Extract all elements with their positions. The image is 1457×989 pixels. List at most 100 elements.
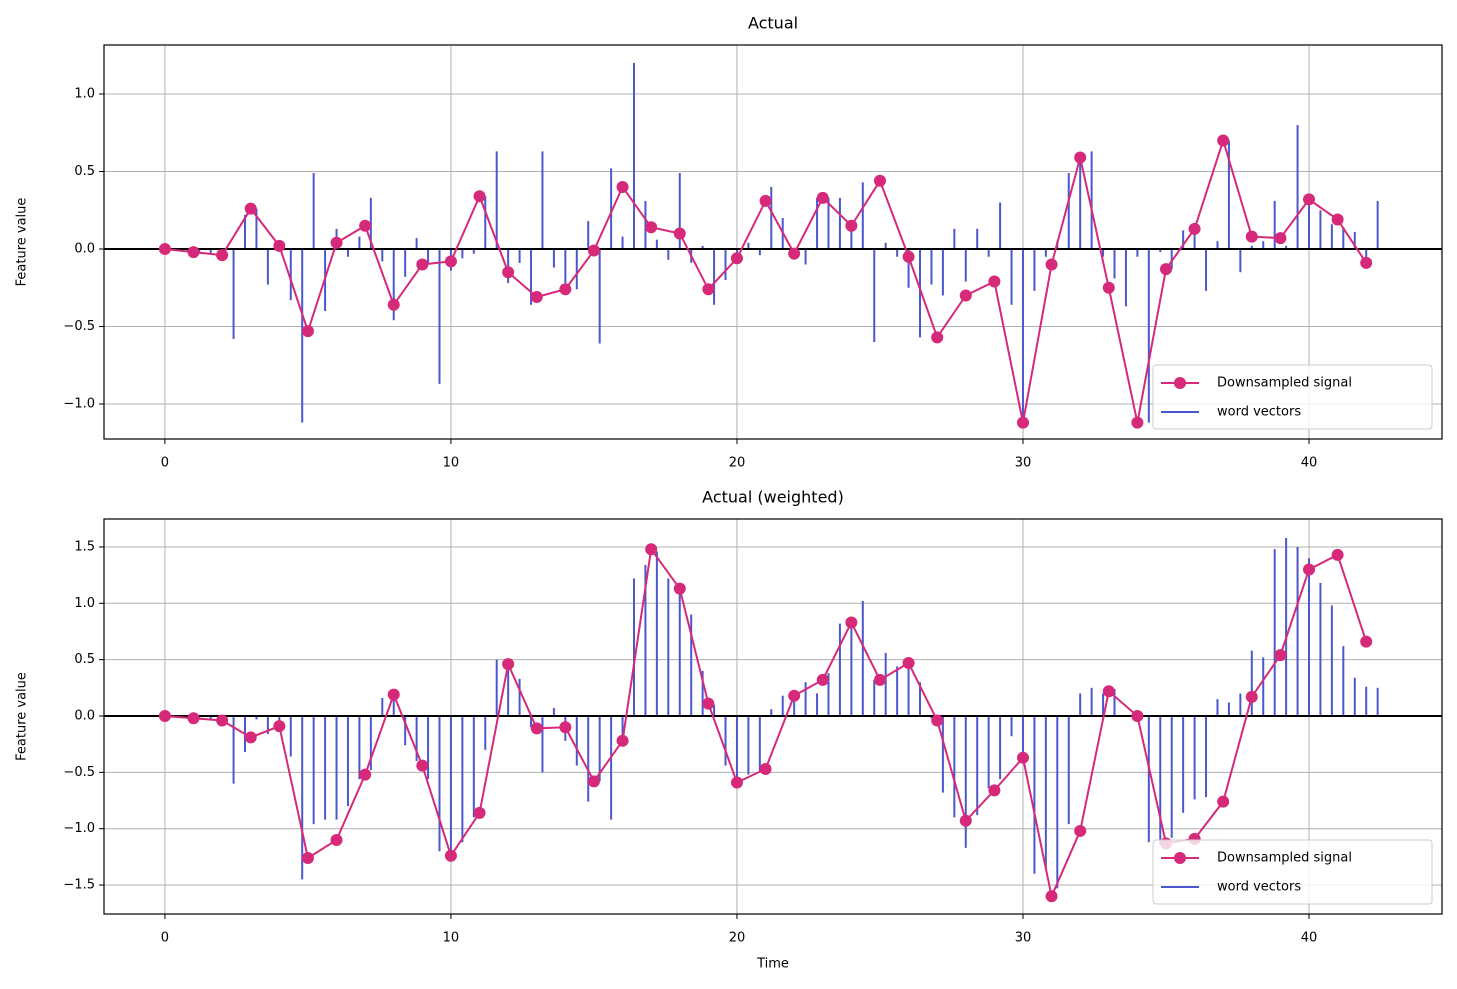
signal-marker	[1188, 222, 1201, 235]
signal-marker	[759, 194, 772, 207]
y-tick-label: 0.5	[74, 652, 95, 667]
x-tick-label: 20	[729, 931, 746, 946]
signal-marker	[359, 768, 372, 781]
signal-marker	[959, 289, 972, 302]
y-tick-label: −1.0	[63, 396, 95, 411]
signal-marker	[673, 227, 686, 240]
signal-marker	[416, 759, 429, 772]
signal-marker	[816, 191, 829, 204]
signal-marker	[1331, 548, 1344, 561]
y-tick-label: 1.0	[74, 86, 95, 101]
signal-marker	[1131, 709, 1144, 722]
signal-marker	[759, 762, 772, 775]
signal-marker	[1074, 151, 1087, 164]
signal-marker	[788, 247, 801, 260]
y-tick-label: −0.5	[63, 765, 95, 780]
y-tick-label: 0.0	[74, 241, 95, 256]
x-tick-label: 0	[161, 931, 169, 946]
y-axis-label: Feature value	[15, 198, 30, 287]
signal-marker	[730, 776, 743, 789]
signal-marker	[473, 806, 486, 819]
signal-marker	[244, 202, 257, 215]
axes: 0 10 20 30 40 −1.0 −0.5 0.0 0.5 1.0 Actual Feature …	[15, 14, 1443, 471]
signal-marker	[444, 255, 457, 268]
signal-marker	[273, 239, 286, 252]
signal-marker	[587, 244, 600, 257]
x-tick-label: 40	[1301, 456, 1318, 471]
signal-marker	[873, 174, 886, 187]
signal-marker	[387, 688, 400, 701]
legend-label: Downsampled signal	[1217, 376, 1352, 391]
signal-marker	[559, 283, 572, 296]
signal-marker	[873, 673, 886, 686]
signal-marker	[187, 712, 200, 725]
x-tick-label: 40	[1301, 931, 1318, 946]
y-tick-label: 1.5	[74, 539, 95, 554]
y-tick-label: 1.0	[74, 596, 95, 611]
signal-marker	[301, 851, 314, 864]
chart-title: Actual (weighted)	[702, 488, 844, 507]
signal-marker	[1159, 263, 1172, 276]
x-tick-label: 10	[443, 456, 460, 471]
signal-marker	[530, 291, 543, 304]
legend-marker	[1174, 852, 1186, 864]
signal-marker	[1274, 649, 1287, 662]
x-tick-label: 30	[1015, 456, 1032, 471]
signal-marker	[1045, 890, 1058, 903]
signal-marker	[1245, 230, 1258, 243]
x-tick-label: 10	[443, 931, 460, 946]
signal-marker	[902, 657, 915, 670]
signal-marker	[216, 249, 229, 262]
signal-marker	[1274, 232, 1287, 245]
signal-marker	[931, 714, 944, 727]
signal-marker	[845, 616, 858, 629]
signal-marker	[1217, 795, 1230, 808]
x-tick-label: 0	[161, 456, 169, 471]
signal-marker	[730, 252, 743, 265]
signal-marker	[616, 180, 629, 193]
x-tick-label: 20	[729, 456, 746, 471]
signal-marker	[1360, 256, 1373, 269]
signal-marker	[1102, 685, 1115, 698]
legend-frame	[1152, 364, 1433, 430]
legend-frame	[1152, 839, 1433, 905]
y-tick-label: 0.5	[74, 164, 95, 179]
signal-marker	[988, 784, 1001, 797]
axes-frame	[103, 518, 1443, 915]
legend: Downsampled signal word vectors	[1152, 839, 1433, 905]
signal-marker	[502, 266, 515, 279]
axes: 0 10 20 30 40 −1.5 −1.0 −0.5 0.0 0.5 1.0 1.5 Actual …	[15, 488, 1443, 972]
signal-marker	[587, 775, 600, 788]
x-tick-label: 30	[1015, 931, 1032, 946]
y-tick-label: −1.0	[63, 821, 95, 836]
signal-marker	[1331, 213, 1344, 226]
y-axis-label: Feature value	[15, 672, 30, 761]
signal-marker	[645, 221, 658, 234]
chart-title: Actual	[748, 14, 798, 33]
signal-marker	[988, 275, 1001, 288]
legend-marker	[1174, 377, 1186, 389]
signal-marker	[1217, 134, 1230, 147]
signal-marker	[788, 689, 801, 702]
legend-label: Downsampled signal	[1217, 851, 1352, 866]
signal-marker	[330, 236, 343, 249]
signal-marker	[1303, 563, 1316, 576]
signal-marker	[559, 721, 572, 734]
signal-marker	[702, 697, 715, 710]
signal-marker	[1131, 416, 1144, 429]
y-tick-label: −1.5	[63, 878, 95, 893]
signal-marker	[387, 298, 400, 311]
signal-marker	[216, 714, 229, 727]
signal-marker	[616, 734, 629, 747]
signal-marker	[530, 722, 543, 735]
signal-marker	[702, 283, 715, 296]
signal-marker	[473, 190, 486, 203]
signal-marker	[1102, 281, 1115, 294]
signal-marker	[1016, 751, 1029, 764]
signal-marker	[502, 658, 515, 671]
signal-marker	[902, 250, 915, 263]
signal-marker	[244, 731, 257, 744]
signal-marker	[273, 720, 286, 733]
signal-marker	[187, 246, 200, 259]
